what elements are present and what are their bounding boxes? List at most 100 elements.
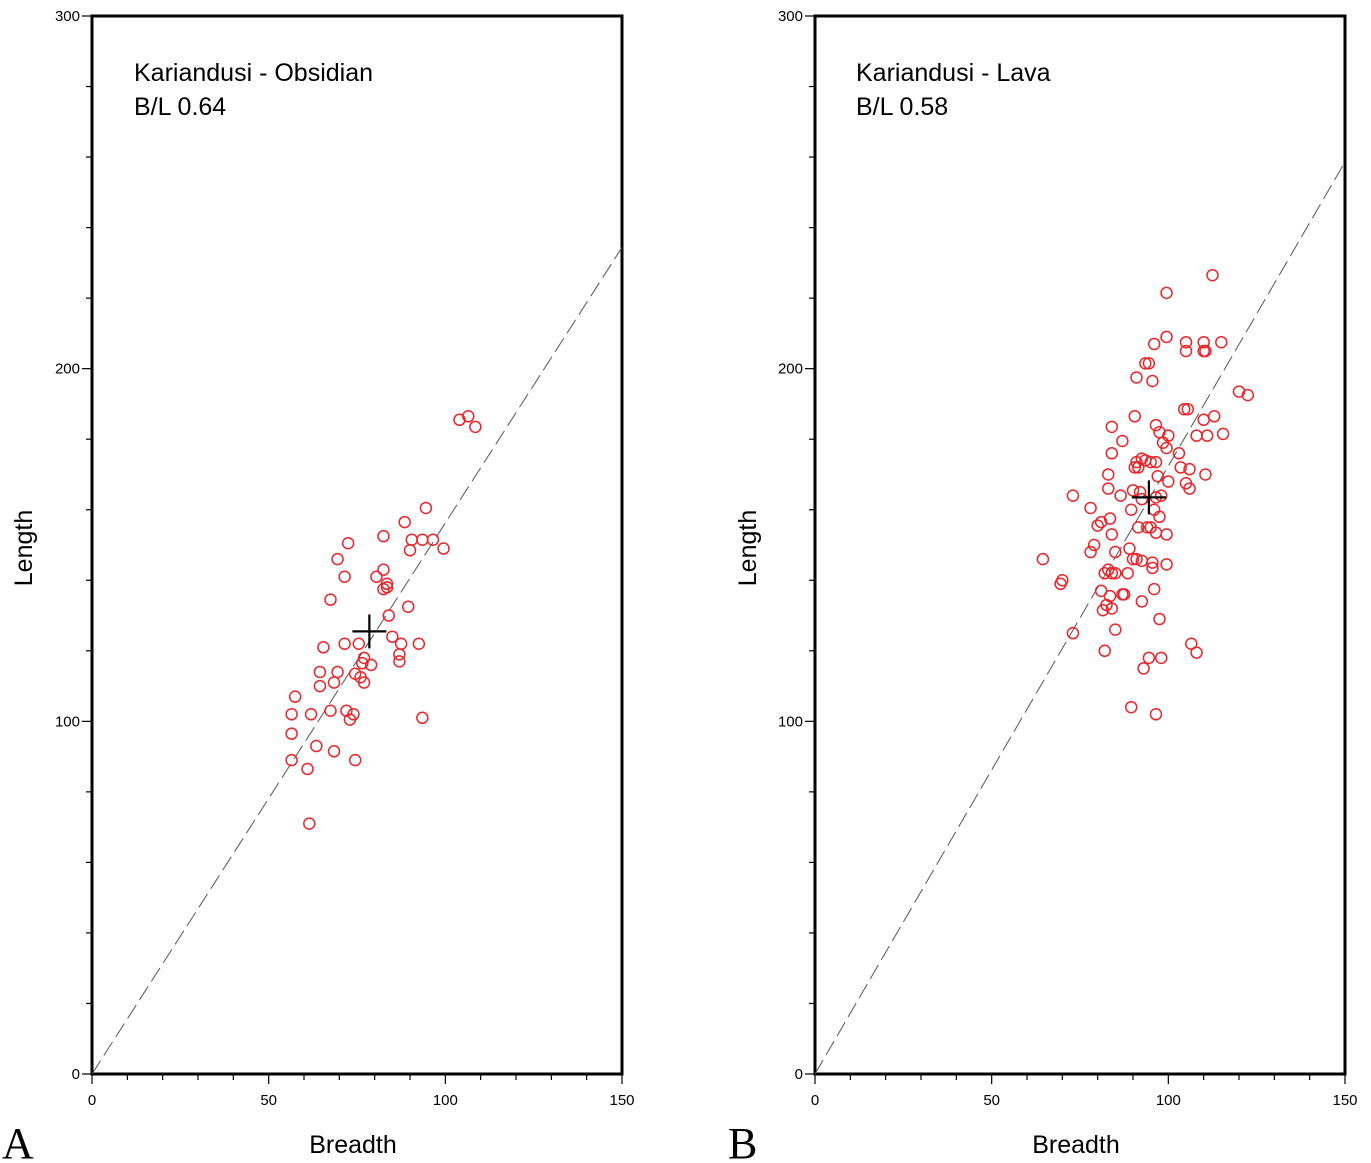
data-point [1183,462,1196,476]
data-point [1155,489,1168,502]
data-point [348,753,362,767]
points-group [285,410,482,830]
data-point [357,651,371,665]
data-point [377,563,390,576]
data-point [1151,469,1164,483]
x-tick-label: 150 [609,1092,634,1109]
annotation-line-1: Kariandusi - Lava [856,59,1051,87]
data-point [1105,447,1119,460]
data-point [343,713,357,726]
data-point [1128,410,1142,423]
data-point [1146,561,1159,575]
data-point [338,570,351,583]
data-point [1114,489,1127,502]
data-point [405,533,419,546]
plot-frame [813,14,1347,1076]
data-point [1197,413,1210,427]
data-point [1160,330,1173,344]
data-point [1174,461,1187,474]
data-point [1117,588,1131,601]
data-point [1066,626,1080,640]
data-point [1066,489,1080,502]
data-point [1124,700,1138,714]
data-point [462,410,475,423]
ticks-group: 0 50 100 150 0 100 200 300 [55,8,635,1109]
data-point [1105,566,1119,580]
y-tick-label: 200 [55,361,80,378]
data-point [364,658,378,672]
data-point [398,515,411,529]
data-point [1109,545,1122,559]
data-point [1190,646,1203,659]
x-tick-label: 150 [1332,1092,1357,1109]
plot-frame [90,14,624,1076]
x-tick-label: 0 [88,1092,96,1109]
data-point [1109,566,1122,580]
data-point [403,544,417,557]
data-point [285,727,298,740]
data-point [394,637,408,650]
data-point [1109,623,1122,636]
data-point [1200,429,1214,442]
data-point [1177,402,1191,416]
data-point [469,420,482,434]
data-point [352,637,366,650]
panel-label: B [728,1119,757,1163]
data-point [1087,538,1101,552]
data-point [1124,503,1138,516]
data-point [1132,461,1145,474]
data-point [1181,402,1195,416]
data-point [1146,556,1159,569]
data-point [1126,552,1140,566]
data-point [1153,612,1166,626]
mean-marker-group [1131,480,1166,515]
data-point [1153,510,1166,524]
x-tick-label: 100 [1156,1092,1181,1109]
data-point [1215,335,1228,349]
data-point [1208,410,1221,423]
data-point [1084,545,1097,559]
data-point [1132,521,1145,534]
data-point [1149,418,1163,432]
data-point [1160,558,1173,571]
data-point [1036,552,1050,566]
data-point [419,501,433,515]
data-point [1179,335,1193,349]
data-point [303,817,316,830]
data-point [285,753,298,767]
data-point [1121,566,1134,580]
data-point [1144,455,1157,469]
y-axis-title: Length [734,510,762,586]
data-point [1146,374,1159,388]
data-point [416,533,429,546]
data-point [285,708,298,721]
mean-marker-group [352,614,387,649]
data-point [1139,357,1152,370]
data-point [1102,482,1115,495]
data-point [1190,429,1203,442]
x-axis-title: Breadth [1032,1131,1120,1159]
data-point [1142,357,1156,370]
data-point [1094,515,1108,529]
reference-line [814,161,1346,1075]
y-tick-label: 200 [778,361,803,378]
data-point [386,630,399,643]
data-point [1206,268,1219,282]
data-point [1185,637,1198,650]
ticks-group: 0 50 100 150 0 100 200 300 [778,8,1358,1109]
data-point [416,711,429,725]
data-point [1123,542,1136,555]
data-point [1142,651,1156,665]
data-point [1137,662,1150,675]
x-tick-label: 50 [260,1092,277,1109]
data-point [1241,388,1255,402]
data-point [1126,484,1140,497]
data-point [1096,603,1110,617]
y-tick-label: 0 [72,1066,80,1083]
data-point [1179,344,1193,358]
data-point [377,529,390,543]
x-tick-label: 0 [811,1092,819,1109]
panel-label: A [2,1119,34,1163]
data-point [317,641,330,654]
